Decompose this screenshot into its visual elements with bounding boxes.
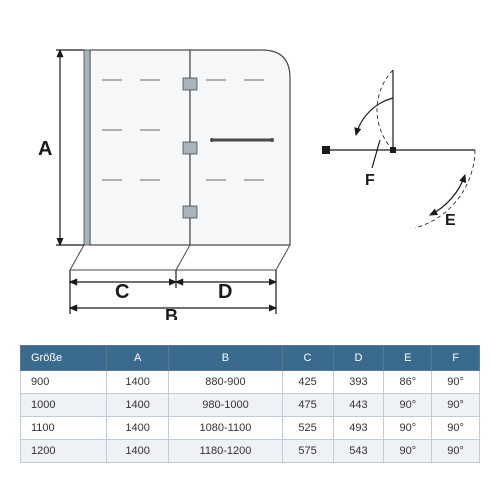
table-cell: 900	[21, 371, 107, 394]
dimensions-table: GrößeABCDEF 9001400880-90042539386°90°10…	[20, 345, 480, 463]
table-header-a: A	[107, 346, 169, 371]
dim-label-c: C	[115, 281, 129, 303]
table-cell: 90°	[384, 417, 432, 440]
table-header-c: C	[282, 346, 333, 371]
table-cell: 575	[282, 440, 333, 463]
table-cell: 1180-1200	[169, 440, 282, 463]
table-cell: 1000	[21, 394, 107, 417]
front-elevation: A C D B	[38, 50, 290, 320]
table-cell: 90°	[432, 394, 480, 417]
dim-label-e: E	[445, 212, 456, 229]
table-cell: 980-1000	[169, 394, 282, 417]
table-cell: 1200	[21, 440, 107, 463]
table-cell: 525	[282, 417, 333, 440]
table-cell: 543	[333, 440, 384, 463]
table-cell: 1400	[107, 440, 169, 463]
table-header-f: F	[432, 346, 480, 371]
table-cell: 90°	[384, 440, 432, 463]
table-cell: 90°	[432, 417, 480, 440]
table-header-e: E	[384, 346, 432, 371]
table-header-b: B	[169, 346, 282, 371]
table-cell: 1400	[107, 417, 169, 440]
technical-diagram: A C D B	[20, 20, 480, 320]
table-cell: 1400	[107, 394, 169, 417]
table-cell: 90°	[384, 394, 432, 417]
table-header-d: D	[333, 346, 384, 371]
table-row: 110014001080-110052549390°90°	[21, 417, 480, 440]
dim-label-b: B	[165, 306, 178, 320]
dim-label-d: D	[218, 281, 232, 303]
table-cell: 425	[282, 371, 333, 394]
table-cell: 443	[333, 394, 384, 417]
table-cell: 90°	[432, 371, 480, 394]
table-cell: 880-900	[169, 371, 282, 394]
table-cell: 86°	[384, 371, 432, 394]
table-row: 120014001180-120057554390°90°	[21, 440, 480, 463]
table-row: 9001400880-90042539386°90°	[21, 371, 480, 394]
table-cell: 493	[333, 417, 384, 440]
table-header-größe: Größe	[21, 346, 107, 371]
table-cell: 393	[333, 371, 384, 394]
dim-label-a: A	[38, 138, 52, 160]
top-view: F E	[322, 70, 475, 229]
table-cell: 1100	[21, 417, 107, 440]
table-cell: 1400	[107, 371, 169, 394]
table-cell: 1080-1100	[169, 417, 282, 440]
table-cell: 475	[282, 394, 333, 417]
dim-label-f: F	[365, 172, 375, 189]
table-row: 10001400980-100047544390°90°	[21, 394, 480, 417]
table-cell: 90°	[432, 440, 480, 463]
